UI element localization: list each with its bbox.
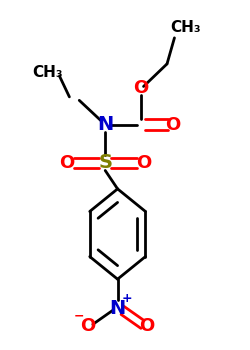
Text: −: − <box>73 310 84 323</box>
Text: +: + <box>122 293 132 306</box>
Text: N: N <box>97 115 113 134</box>
Text: O: O <box>80 317 96 335</box>
Text: O: O <box>136 154 151 172</box>
Text: CH₃: CH₃ <box>32 65 62 80</box>
Text: CH₃: CH₃ <box>170 20 201 35</box>
Text: O: O <box>166 116 181 134</box>
Text: O: O <box>134 79 149 97</box>
Text: O: O <box>59 154 74 172</box>
Text: N: N <box>110 299 126 318</box>
Text: O: O <box>140 317 155 335</box>
Text: S: S <box>98 153 112 172</box>
